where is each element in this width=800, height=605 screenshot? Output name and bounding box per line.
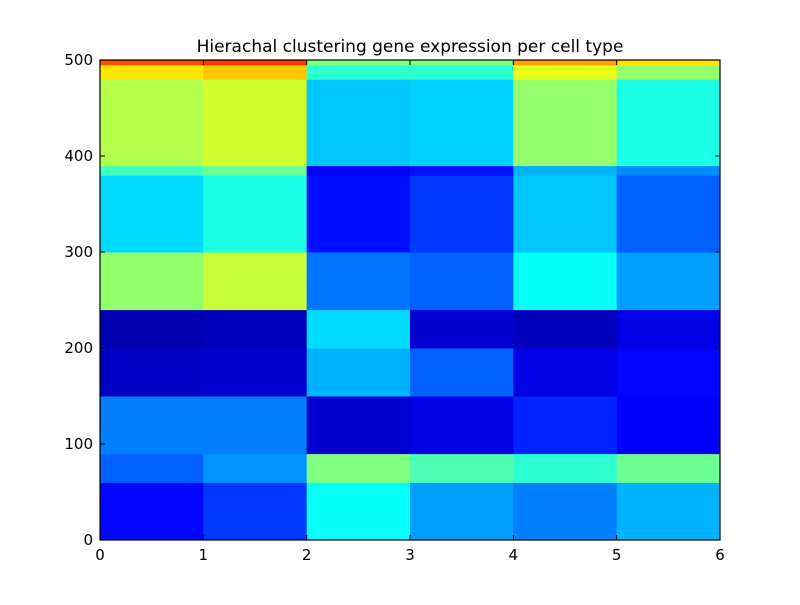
heatmap-cell: [513, 309, 618, 349]
heatmap-cell: [616, 60, 721, 66]
heatmap-cell: [306, 64, 411, 80]
heatmap-cell: [306, 309, 411, 349]
x-tick-label: 6: [715, 546, 725, 564]
heatmap-cell: [203, 309, 308, 349]
heatmap-cell: [306, 60, 411, 66]
x-tick-label: 5: [612, 546, 622, 564]
heatmap-cell: [410, 453, 514, 483]
heatmap-cell: [100, 396, 204, 455]
heatmap-cell: [306, 482, 411, 541]
heatmap-cell: [100, 453, 204, 483]
heatmap-cell: [203, 396, 308, 455]
heatmap-cell: [203, 482, 308, 541]
heatmap-cell: [616, 165, 721, 176]
heatmap-cell: [100, 252, 204, 311]
heatmap-cell: [100, 348, 204, 397]
heatmap-cell: [410, 252, 514, 311]
heatmap-cell: [513, 165, 618, 176]
heatmap-cell: [616, 309, 721, 349]
y-tick-label: 400: [64, 147, 93, 165]
heatmap-cell: [513, 175, 618, 253]
heatmap-cell: [616, 79, 721, 167]
heatmap-cell: [513, 482, 618, 541]
heatmap-cells: [100, 60, 721, 541]
y-tick-label: 500: [64, 51, 93, 69]
heatmap-cell: [513, 252, 618, 311]
heatmap-cell: [100, 165, 204, 176]
heatmap-cell: [410, 64, 514, 80]
heatmap-cell: [513, 79, 618, 167]
x-axis: 0 1 2 3 4 5 6: [95, 60, 725, 564]
heatmap-cell: [410, 175, 514, 253]
x-tick-label: 1: [199, 546, 209, 564]
heatmap-cell: [513, 64, 618, 80]
heatmap-cell: [513, 60, 618, 66]
heatmap-cell: [616, 64, 721, 80]
heatmap-cell: [203, 252, 308, 311]
heatmap-cell: [616, 175, 721, 253]
heatmap-cell: [410, 482, 514, 541]
heatmap-cell: [203, 60, 308, 66]
x-tick-label: 3: [405, 546, 415, 564]
heatmap-cell: [203, 175, 308, 253]
heatmap-cell: [616, 396, 721, 455]
heatmap-cell: [513, 396, 618, 455]
heatmap-cell: [203, 348, 308, 397]
x-tick-label: 4: [509, 546, 519, 564]
heatmap-cell: [513, 453, 618, 483]
heatmap-cell: [513, 348, 618, 397]
chart-title: Hierachal clustering gene expression per…: [197, 37, 624, 57]
y-tick-label: 0: [83, 531, 93, 549]
x-tick-label: 0: [95, 546, 105, 564]
heatmap-cell: [306, 165, 411, 176]
heatmap-cell: [410, 165, 514, 176]
heatmap-cell: [100, 79, 204, 167]
heatmap-cell: [203, 453, 308, 483]
x-tick-label: 2: [302, 546, 312, 564]
heatmap-cell: [100, 64, 204, 80]
heatmap-cell: [410, 396, 514, 455]
y-tick-label: 300: [64, 243, 93, 261]
heatmap-cell: [306, 79, 411, 167]
heatmap-cell: [410, 309, 514, 349]
heatmap-cell: [410, 79, 514, 167]
heatmap-cell: [306, 453, 411, 483]
heatmap-cell: [616, 453, 721, 483]
y-tick-label: 200: [64, 339, 93, 357]
heatmap-cell: [306, 396, 411, 455]
heatmap-cell: [100, 309, 204, 349]
heatmap-cell: [306, 175, 411, 253]
heatmap-cell: [100, 175, 204, 253]
heatmap-cell: [203, 64, 308, 80]
heatmap-cell: [410, 348, 514, 397]
heatmap-cell: [100, 482, 204, 541]
heatmap-cell: [203, 165, 308, 176]
heatmap-cell: [616, 252, 721, 311]
heatmap-cell: [616, 482, 721, 541]
heatmap-cell: [410, 60, 514, 66]
heatmap-cell: [616, 348, 721, 397]
heatmap-cell: [306, 348, 411, 397]
y-axis: 0 100 200 300 400 500: [64, 51, 720, 549]
heatmap-cell: [100, 60, 204, 66]
heatmap-cell: [306, 252, 411, 311]
heatmap-cell: [203, 79, 308, 167]
y-tick-label: 100: [64, 435, 93, 453]
